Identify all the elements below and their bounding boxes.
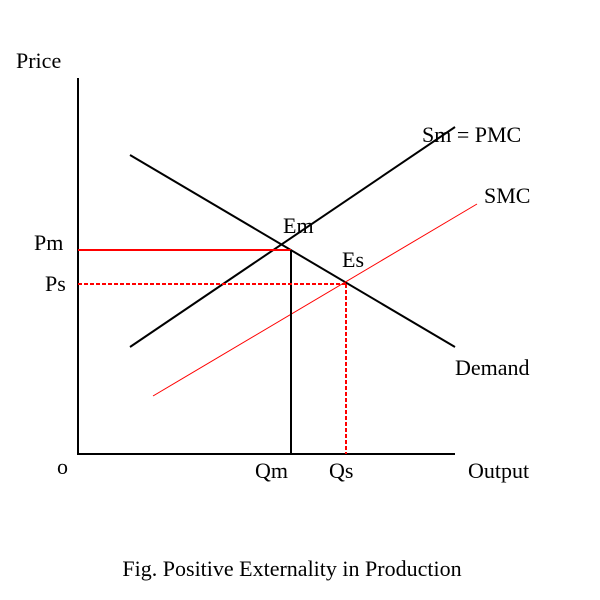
demand-label: Demand [455,355,530,380]
ps-label: Ps [45,271,66,296]
es-label: Es [342,247,364,272]
y-axis-label: Price [16,48,61,73]
demand-curve [129,154,456,348]
pm-label: Pm [34,230,63,255]
qm-label: Qm [255,458,288,483]
origin-label: o [57,454,68,479]
pmc-label: Sm = PMC [422,122,521,147]
x-axis-label: Output [468,458,529,483]
figure-caption: Fig. Positive Externality in Production [122,556,461,581]
em-label: Em [283,213,314,238]
qs-label: Qs [329,458,353,483]
pmc-supply-curve [129,126,456,348]
smc-curve [152,203,478,397]
smc-label: SMC [484,183,530,208]
